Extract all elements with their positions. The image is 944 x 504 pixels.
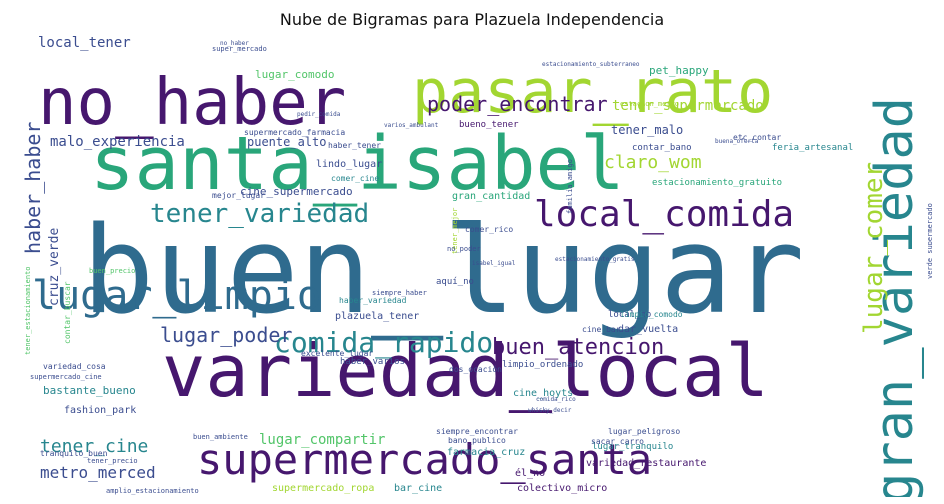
- cloud-background: [12, 34, 932, 497]
- cloud-word: tener_malo: [611, 123, 683, 137]
- cloud-word: local_tener: [38, 35, 131, 51]
- cloud-word: local_no: [608, 310, 651, 320]
- cloud-word: poder_encontrar: [427, 92, 608, 116]
- cloud-word: lugar_peligroso: [608, 427, 680, 436]
- cloud-word: tener_cine: [40, 436, 148, 457]
- cloud-word: lindo_lugar: [316, 159, 382, 170]
- cloud-word: no_haber: [38, 66, 346, 140]
- cloud-word: limpio_comodo: [620, 310, 683, 319]
- cloud-word: buen_ambiente: [193, 433, 248, 441]
- cloud-word: gran_variedad: [865, 97, 925, 497]
- cloud-word: tener_variedad: [150, 199, 369, 229]
- cloud-word: gran_cantidad: [452, 191, 530, 202]
- cloud-word: lugar_limpio: [32, 273, 321, 319]
- cloud-word: lugar_tranquilo: [592, 442, 673, 452]
- cloud-word: tener_precio: [87, 457, 138, 465]
- cloud-word: comida_rico: [536, 396, 576, 403]
- cloud-word: variedad_local: [162, 329, 769, 413]
- cloud-word: buena_oferta: [715, 138, 759, 145]
- cloud-word: whisky_decir: [528, 407, 572, 414]
- cloud-word: lugar_comodo: [255, 68, 334, 81]
- cloud-word: farmacia_cruz: [447, 447, 525, 458]
- cloud-word: tener_supermercado: [612, 98, 764, 114]
- cloud-word: pedir_comida: [297, 111, 341, 118]
- cloud-word: no_poder: [447, 245, 481, 253]
- cloud-word: local_comida: [534, 194, 794, 235]
- cloud-word: tener_estacionamiento: [24, 266, 32, 355]
- cloud-word: excelente_lugar: [301, 349, 373, 358]
- cloud-word: amplio_estacionamiento: [106, 487, 199, 495]
- cloud-word: comer_rico: [465, 225, 513, 234]
- cloud-word: variedad_restaurante: [586, 458, 706, 469]
- cloud-word: mejor_lugar: [212, 191, 265, 200]
- cloud-word: lugar_compartir: [259, 432, 385, 448]
- cloud-word: claro_wom: [604, 152, 702, 173]
- cloud-word: supermercado_farmacia: [244, 128, 345, 137]
- cloud-word: etc_contar: [733, 133, 781, 142]
- cloud-word: colectivo_micro: [517, 483, 607, 494]
- cloud-word: bueno_tener: [459, 120, 519, 130]
- cloud-word: pet_happy: [649, 64, 709, 77]
- cloud-word: él_no: [515, 467, 545, 479]
- cloud-word: bastante_bueno: [43, 384, 136, 397]
- chart-title: Nube de Bigramas para Plazuela Independe…: [279, 10, 665, 29]
- cloud-word: santa_isabel: [90, 121, 625, 207]
- cloud-word: no_haber: [220, 40, 249, 47]
- cloud-word: sacar_carro: [591, 437, 644, 446]
- cloud-word: buen_lugar: [82, 202, 804, 341]
- cloud-word: cine_supermercado: [240, 185, 353, 198]
- cloud-word: siempre_haber: [372, 289, 427, 297]
- cloud-word: dar_vuelta: [618, 324, 678, 335]
- cloud-word: dos_ocación: [449, 364, 502, 374]
- cloud-word: cine_hoyts: [513, 388, 573, 399]
- cloud-word: buen_atencion: [492, 335, 664, 360]
- cloud-word: comida_rapido: [274, 326, 493, 360]
- cloud-word: comer_cine: [331, 174, 379, 183]
- cloud-word: varios_ambulant: [384, 122, 439, 129]
- cloud-word: aquí_no: [436, 277, 474, 287]
- cloud-word: plazuela_tener: [335, 311, 419, 322]
- word-cloud: buen_lugar santa_isabel variedad_local no_h…: [12, 34, 932, 497]
- cloud-word: haber_haber: [21, 122, 45, 254]
- cloud-word: bano_publico: [448, 436, 506, 445]
- cloud-word: verde_supermercado: [926, 203, 932, 279]
- cloud-word: limpio_ordenado: [502, 360, 583, 370]
- cloud-word: tranquilo_buen: [40, 449, 108, 458]
- cloud-word: tener_mejor: [451, 208, 459, 254]
- cloud-word: haber_tener: [328, 141, 381, 150]
- cloud-word: estacion_metro: [620, 100, 679, 108]
- cloud-word: cruz_verde: [47, 228, 62, 306]
- cloud-word: variedad_cosa: [43, 362, 106, 371]
- cloud-word: feria_artesanal: [772, 143, 853, 153]
- cloud-word: supermercado_ropa: [272, 483, 374, 494]
- cloud-word: contar_bano: [632, 143, 692, 153]
- cloud-word: estacionamiento_gratis: [555, 256, 635, 263]
- cloud-word: contar_buscar: [63, 281, 72, 344]
- cloud-word: cine_bar: [582, 325, 621, 334]
- cloud-word: lugar_poder: [160, 323, 292, 347]
- cloud-word: buen_precio: [89, 267, 135, 275]
- cloud-word: fashion_park: [64, 405, 136, 416]
- cloud-word: supermercado_santa: [197, 435, 652, 484]
- cloud-word: lugar_comer: [859, 162, 889, 334]
- cloud-word: familia_amigo: [566, 159, 574, 214]
- cloud-word: malo_experiencia: [50, 134, 185, 150]
- cloud-word: pasar_rato: [412, 57, 773, 127]
- cloud-word: puente_alto: [247, 135, 326, 149]
- cloud-word: supermercado_cine: [30, 373, 102, 381]
- cloud-word: super_mercado: [212, 45, 267, 53]
- cloud-word: haber_variedad: [339, 296, 407, 305]
- cloud-word: metro_merced: [40, 463, 156, 482]
- cloud-word: bar_cine: [394, 483, 442, 494]
- cloud-word: haber_varios: [340, 357, 405, 367]
- cloud-word: siempre_encontrar: [436, 427, 518, 436]
- cloud-word: estacionamiento_gratuito: [652, 178, 782, 188]
- cloud-word: isabel_igual: [472, 260, 516, 267]
- cloud-word: estacionamiento_subterraneo: [542, 61, 640, 68]
